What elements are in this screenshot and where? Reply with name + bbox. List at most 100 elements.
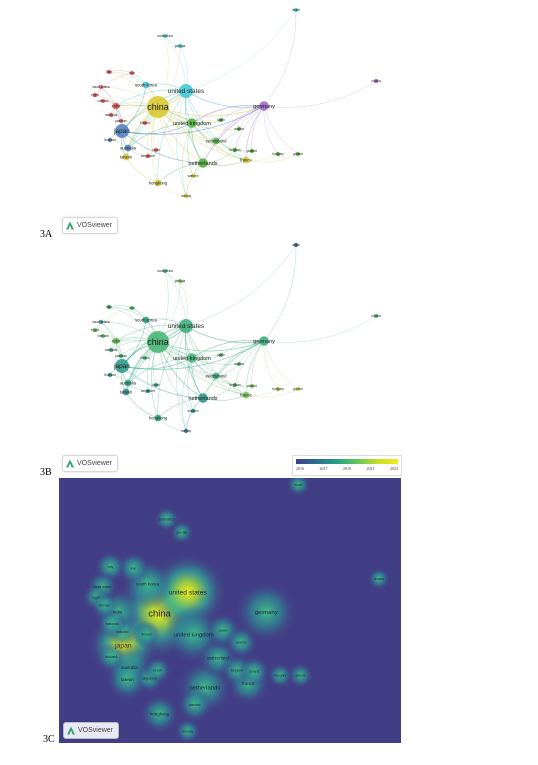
density-label: spain — [219, 629, 227, 633]
network-map-3b: china united states japan germany united kin… — [91, 242, 381, 434]
legend-tick: 2021 — [366, 466, 375, 471]
link-edge — [251, 340, 265, 387]
density-label: austria — [236, 640, 246, 644]
node-malaysia — [108, 347, 114, 353]
density-label: china — [148, 608, 171, 619]
node-label: saudi arabia — [92, 85, 110, 89]
node-label: switzerland — [206, 373, 228, 378]
link-edge — [185, 410, 194, 432]
link-edge — [185, 175, 194, 197]
link-edge — [100, 321, 123, 367]
link-edge — [121, 365, 204, 399]
node-label: united states — [168, 88, 204, 95]
node-label: japan — [113, 363, 130, 370]
node-greece — [295, 386, 301, 392]
vosviewer-logo-icon — [66, 221, 74, 230]
density-label: georgia — [176, 531, 187, 535]
node-saudi-arabia — [98, 319, 104, 325]
density-label: south korea — [136, 582, 160, 587]
node-saudi-arabia — [98, 84, 104, 90]
badge-label: VOSviewer — [77, 460, 113, 467]
node-label: belgium — [229, 148, 241, 152]
density-label: brazil — [154, 668, 162, 672]
node-singapore — [145, 388, 151, 394]
node-label: austria — [234, 127, 244, 131]
node-label: hungary — [272, 387, 284, 391]
legend-tick: 2023 — [390, 466, 398, 471]
node-label: hongkong — [149, 180, 168, 185]
node-label: vietnam — [97, 334, 109, 338]
node-label: united kingdom — [173, 356, 211, 362]
node-france — [242, 156, 250, 164]
node-label: south korea — [135, 317, 158, 322]
node-hongkong — [154, 179, 162, 187]
legend-ticks: 2016 2017 2019 2021 2023 — [296, 466, 398, 471]
node-vietnam — [100, 333, 106, 339]
node-label: netherlands — [188, 396, 217, 402]
node-label: israel — [292, 243, 300, 247]
link-edge — [157, 105, 265, 117]
node-label: egypt — [91, 328, 99, 332]
node-spain — [218, 117, 224, 123]
node-georgia — [177, 43, 183, 49]
node-singapore — [145, 153, 151, 159]
node-japan — [115, 124, 129, 138]
density-blob-croatia — [367, 567, 390, 590]
link-edge — [108, 306, 147, 321]
node-label: thailand — [104, 138, 115, 142]
node-iran — [129, 70, 135, 76]
panel-3b-overlay: china united states japan germany united kin… — [58, 240, 398, 440]
node-label: united kingdom — [173, 121, 211, 127]
node-israel — [293, 7, 299, 13]
legend-tick: 2016 — [296, 466, 304, 471]
node-netherlands — [198, 158, 208, 168]
link-edge — [245, 105, 265, 161]
node-malaysia — [108, 112, 114, 118]
node-finland — [142, 120, 148, 126]
link-edge — [185, 90, 247, 161]
link-edge — [191, 122, 204, 164]
node-label: taiwan — [120, 389, 133, 394]
node-egypt — [92, 92, 98, 98]
node-label: georgia — [175, 279, 186, 283]
density-label: israel — [294, 483, 302, 487]
node-italy — [106, 69, 112, 75]
link-edge — [157, 340, 265, 352]
node-label: taiwan — [120, 154, 133, 159]
node-label: israel — [292, 8, 300, 12]
node-label: norway — [181, 429, 192, 433]
density-blob-israel — [286, 478, 311, 497]
node-norway — [183, 193, 189, 199]
density-label: pakistan — [116, 630, 129, 634]
density-label: france — [242, 681, 255, 686]
node-netherlands — [198, 393, 208, 403]
node-label: italy — [106, 305, 112, 309]
node-label: iran — [129, 71, 135, 75]
node-label: india — [112, 338, 122, 343]
density-label: taiwan — [121, 677, 134, 682]
vosviewer-logo-icon — [66, 459, 74, 468]
node-label: thailand — [104, 373, 115, 377]
node-label: malaysia — [105, 113, 118, 117]
link-edge — [202, 340, 265, 399]
density-label: vietnam — [98, 603, 110, 607]
panel-label-3b: 3B — [40, 467, 52, 478]
density-blob-sweden — [177, 687, 213, 723]
link-edge — [185, 9, 297, 92]
link-edge — [251, 105, 265, 152]
link-edge — [127, 122, 193, 149]
node-poland — [249, 148, 255, 154]
node-label: switzerland — [206, 138, 228, 143]
node-israel — [293, 242, 299, 248]
link-edge — [215, 105, 265, 142]
density-label: italy — [107, 565, 113, 569]
link-edge — [263, 244, 297, 342]
link-edge — [263, 105, 279, 155]
link-edge — [185, 397, 204, 432]
node-austria — [236, 361, 242, 367]
node-label: pakistan — [115, 354, 127, 358]
node-label: iran — [129, 306, 135, 310]
node-label: poland — [247, 149, 257, 153]
node-vietnam — [100, 98, 106, 104]
node-belgium — [232, 382, 238, 388]
